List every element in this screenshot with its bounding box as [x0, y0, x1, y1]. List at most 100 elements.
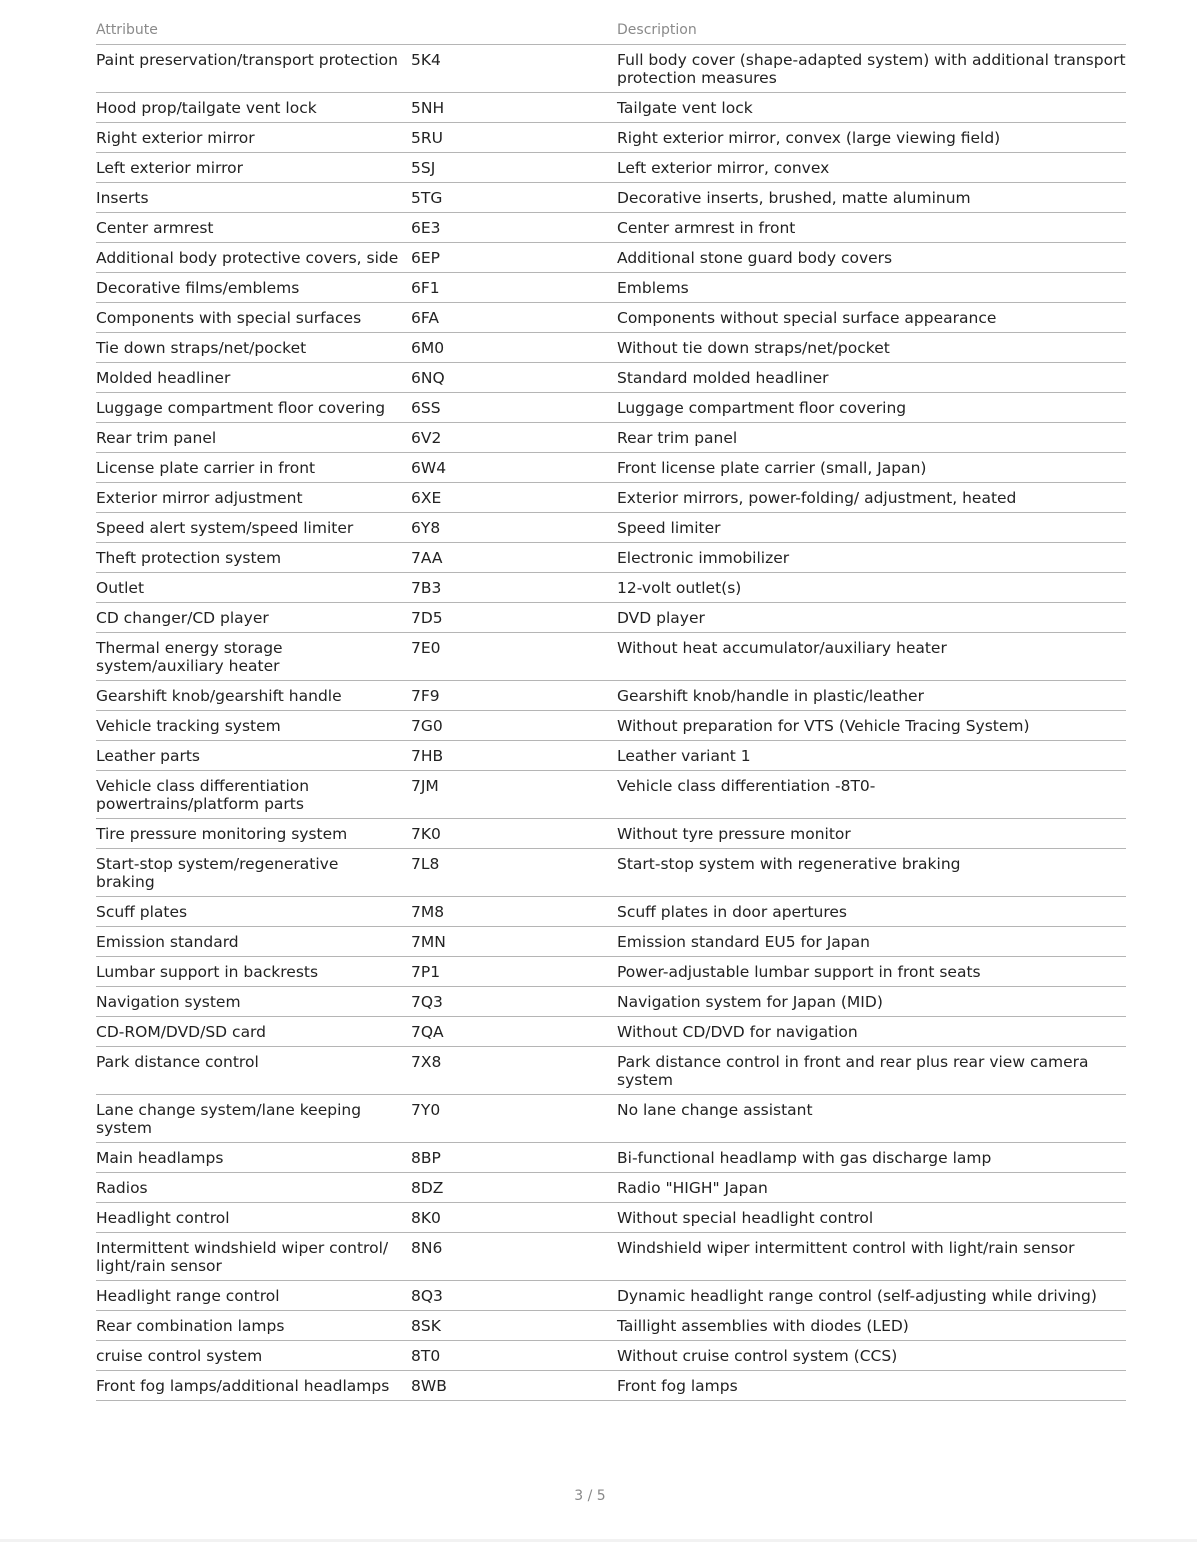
page-indicator: 3 / 5 [574, 1488, 606, 1504]
table-row: Lane change system/lane keeping system 7Y… [96, 1095, 1126, 1143]
table-row: cruise control system 8T0 Without cruise c… [96, 1341, 1126, 1371]
table-row: CD-ROM/DVD/SD card 7QA Without CD/DVD for … [96, 1017, 1126, 1047]
table-row: Leather parts 7HB Leather variant 1 [96, 741, 1126, 771]
description-cell: Full body cover (shape-adapted system) w… [617, 51, 1126, 87]
table-row: Outlet 7B3 12-volt outlet(s) [96, 573, 1126, 603]
code-cell: 8WB [411, 1377, 447, 1395]
attribute-cell: Park distance control [96, 1053, 259, 1071]
description-cell: Without preparation for VTS (Vehicle Tra… [617, 717, 1030, 735]
code-cell: 7JM [411, 777, 439, 795]
description-cell: Without heat accumulator/auxiliary heate… [617, 639, 947, 657]
attribute-cell: Lane change system/lane keeping system [96, 1101, 362, 1137]
code-cell: 6SS [411, 399, 441, 417]
description-cell: Luggage compartment floor covering [617, 399, 907, 417]
attribute-cell: Molded headliner [96, 369, 231, 387]
table-row: Paint preservation/transport protection 5… [96, 45, 1126, 93]
attribute-cell: Right exterior mirror [96, 129, 255, 147]
description-cell: Taillight assemblies with diodes (LED) [617, 1317, 909, 1335]
attribute-cell: Exterior mirror adjustment [96, 489, 303, 507]
description-cell: Front license plate carrier (small, Japa… [617, 459, 927, 477]
code-cell: 8SK [411, 1317, 441, 1335]
code-cell: 7X8 [411, 1053, 442, 1071]
table-row: Intermittent windshield wiper control/ l… [96, 1233, 1126, 1281]
code-cell: 7L8 [411, 855, 440, 873]
code-cell: 7P1 [411, 963, 441, 981]
table-row: Main headlamps 8BP Bi-functional headlamp … [96, 1143, 1126, 1173]
table-row: Rear combination lamps 8SK Taillight assem… [96, 1311, 1126, 1341]
table-body: Paint preservation/transport protection 5… [96, 45, 1126, 1401]
attribute-cell: Decorative films/emblems [96, 279, 300, 297]
table-row: Tie down straps/net/pocket 6M0 Without tie… [96, 333, 1126, 363]
attribute-cell: Front fog lamps/additional headlamps [96, 1377, 390, 1395]
code-cell: 7QA [411, 1023, 444, 1041]
attribute-cell: cruise control system [96, 1347, 263, 1365]
table-row: License plate carrier in front 6W4 Front l… [96, 453, 1126, 483]
table-row: Gearshift knob/gearshift handle 7F9 Gearsh… [96, 681, 1126, 711]
description-cell: Windshield wiper intermittent control wi… [617, 1239, 1075, 1257]
attribute-cell: Rear combination lamps [96, 1317, 285, 1335]
code-cell: 7G0 [411, 717, 443, 735]
options-table: Attribute Description Paint preservation… [96, 20, 1126, 1401]
description-cell: Right exterior mirror, convex (large vie… [617, 129, 1001, 147]
description-cell: 12-volt outlet(s) [617, 579, 742, 597]
description-cell: Left exterior mirror, convex [617, 159, 830, 177]
description-cell: Tailgate vent lock [617, 99, 753, 117]
code-cell: 6M0 [411, 339, 445, 357]
table-row: Speed alert system/speed limiter 6Y8 Speed… [96, 513, 1126, 543]
table-row: Molded headliner 6NQ Standard molded headl… [96, 363, 1126, 393]
attribute-cell: Inserts [96, 189, 149, 207]
attribute-cell: Tie down straps/net/pocket [96, 339, 307, 357]
table-row: Park distance control 7X8 Park distance co… [96, 1047, 1126, 1095]
attribute-cell: CD changer/CD player [96, 609, 269, 627]
code-cell: 8N6 [411, 1239, 443, 1257]
description-cell: Standard molded headliner [617, 369, 829, 387]
table-row: Decorative films/emblems 6F1 Emblems [96, 273, 1126, 303]
attribute-cell: Vehicle tracking system [96, 717, 281, 735]
description-cell: Front fog lamps [617, 1377, 738, 1395]
description-cell: Vehicle class differentiation -8T0- [617, 777, 876, 795]
description-cell: Electronic immobilizer [617, 549, 790, 567]
table-row: Tire pressure monitoring system 7K0 Withou… [96, 819, 1126, 849]
code-cell: 7F9 [411, 687, 440, 705]
table-row: Emission standard 7MN Emission standard EU… [96, 927, 1126, 957]
table-row: Additional body protective covers, side 6… [96, 243, 1126, 273]
code-cell: 6V2 [411, 429, 442, 447]
code-cell: 5K4 [411, 51, 441, 69]
code-cell: 6Y8 [411, 519, 441, 537]
code-cell: 7Q3 [411, 993, 443, 1011]
description-cell: Additional stone guard body covers [617, 249, 893, 267]
attribute-cell: Navigation system [96, 993, 241, 1011]
code-cell: 7M8 [411, 903, 445, 921]
attribute-cell: Main headlamps [96, 1149, 224, 1167]
code-cell: 7HB [411, 747, 444, 765]
table-row: Vehicle tracking system 7G0 Without prepar… [96, 711, 1126, 741]
table-row: Right exterior mirror 5RU Right exterior m… [96, 123, 1126, 153]
code-cell: 6W4 [411, 459, 447, 477]
code-cell: 8DZ [411, 1179, 444, 1197]
description-cell: Center armrest in front [617, 219, 796, 237]
description-cell: Speed limiter [617, 519, 721, 537]
attribute-cell: Vehicle class differentiation powertrain… [96, 777, 310, 813]
description-cell: Emission standard EU5 for Japan [617, 933, 870, 951]
table-row: Vehicle class differentiation powertrain… [96, 771, 1126, 819]
attribute-cell: Intermittent windshield wiper control/ l… [96, 1239, 389, 1275]
table-row: Headlight range control 8Q3 Dynamic headli… [96, 1281, 1126, 1311]
code-cell: 5TG [411, 189, 443, 207]
table-row: Exterior mirror adjustment 6XE Exterior mi… [96, 483, 1126, 513]
code-cell: 7B3 [411, 579, 442, 597]
code-cell: 5SJ [411, 159, 436, 177]
code-cell: 5RU [411, 129, 443, 147]
code-cell: 7AA [411, 549, 443, 567]
description-cell: Navigation system for Japan (MID) [617, 993, 883, 1011]
attribute-cell: Luggage compartment floor covering [96, 399, 386, 417]
attribute-cell: CD-ROM/DVD/SD card [96, 1023, 267, 1041]
attribute-cell: Additional body protective covers, side [96, 249, 399, 267]
table-row: Theft protection system 7AA Electronic imm… [96, 543, 1126, 573]
attribute-cell: Left exterior mirror [96, 159, 243, 177]
description-cell: Without tyre pressure monitor [617, 825, 851, 843]
attribute-cell: License plate carrier in front [96, 459, 316, 477]
attribute-cell: Gearshift knob/gearshift handle [96, 687, 342, 705]
attribute-cell: Lumbar support in backrests [96, 963, 319, 981]
attribute-cell: Theft protection system [96, 549, 282, 567]
table-row: CD changer/CD player 7D5 DVD player [96, 603, 1126, 633]
